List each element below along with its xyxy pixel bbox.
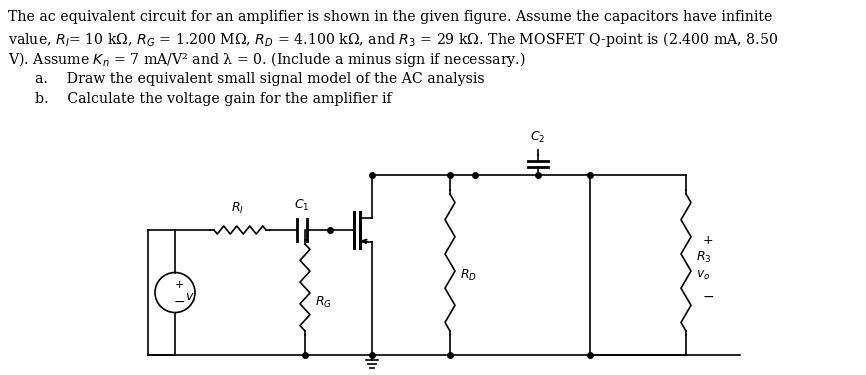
Text: The ac equivalent circuit for an amplifier is shown in the given figure. Assume : The ac equivalent circuit for an amplifi… bbox=[8, 10, 772, 24]
Text: $R_D$: $R_D$ bbox=[460, 267, 477, 282]
Text: $C_2$: $C_2$ bbox=[530, 130, 546, 145]
Text: $R_G$: $R_G$ bbox=[315, 295, 332, 310]
Text: −: − bbox=[173, 294, 184, 309]
Text: $R_I$: $R_I$ bbox=[231, 201, 244, 216]
Text: +: + bbox=[702, 234, 714, 246]
Text: $v_o$: $v_o$ bbox=[696, 268, 710, 282]
Text: $v_i$: $v_i$ bbox=[185, 292, 197, 305]
Text: value, $R_I$= 10 kΩ, $R_G$ = 1.200 MΩ, $R_D$ = 4.100 kΩ, and $R_3$ = 29 kΩ. The : value, $R_I$= 10 kΩ, $R_G$ = 1.200 MΩ, $… bbox=[8, 30, 779, 49]
Text: $C_1$: $C_1$ bbox=[294, 198, 310, 213]
Text: +: + bbox=[174, 279, 184, 290]
Text: −: − bbox=[702, 290, 714, 304]
Text: b.  Calculate the voltage gain for the amplifier if: b. Calculate the voltage gain for the am… bbox=[35, 92, 391, 106]
Text: $R_3$: $R_3$ bbox=[696, 249, 712, 264]
Text: a.  Draw the equivalent small signal model of the AC analysis: a. Draw the equivalent small signal mode… bbox=[35, 72, 485, 86]
Text: V). Assume $K_n$ = 7 mA/V² and λ = 0. (Include a minus sign if necessary.): V). Assume $K_n$ = 7 mA/V² and λ = 0. (I… bbox=[8, 50, 526, 69]
